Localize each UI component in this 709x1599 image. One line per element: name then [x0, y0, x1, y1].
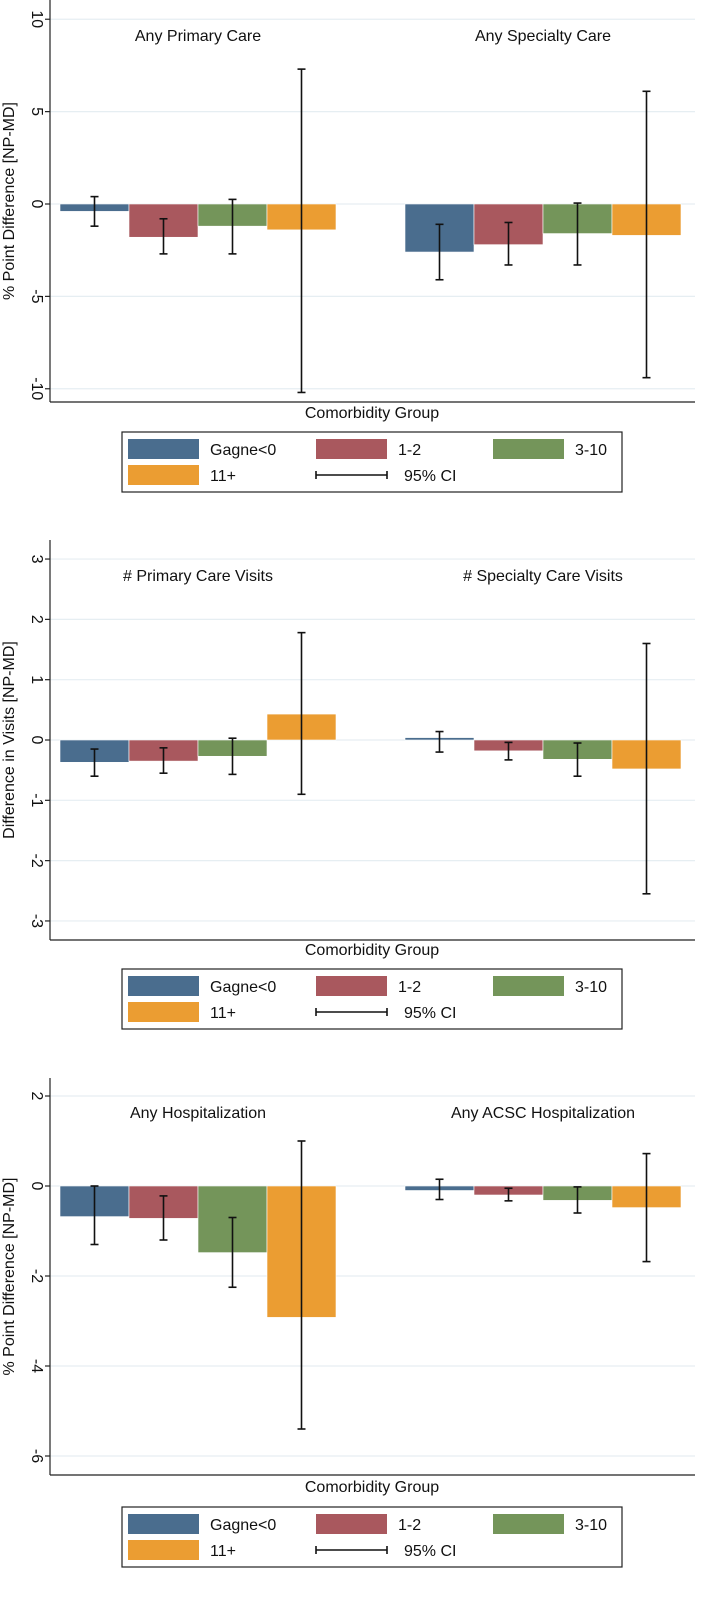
- y-axis-title: % Point Difference [NP-MD]: [1, 1178, 18, 1376]
- legend-label: 3-10: [575, 442, 607, 459]
- y-tick-label: -2: [28, 854, 45, 868]
- legend-label: 1-2: [398, 1517, 421, 1534]
- y-tick-label: -10: [28, 377, 45, 400]
- legend: Gagne<0 1-2 3-10 11+ 95% CI: [121, 968, 623, 1030]
- y-tick-label: 0: [28, 200, 45, 209]
- y-tick-label: -5: [28, 289, 45, 303]
- legend-swatch: [493, 1514, 564, 1534]
- y-tick-label: 1: [28, 675, 45, 684]
- legend-swatch: [316, 1514, 387, 1534]
- legend: Gagne<0 1-2 3-10 11+ 95% CI: [121, 1506, 623, 1568]
- legend-swatch: [128, 976, 199, 996]
- panel-title: # Specialty Care Visits: [463, 568, 623, 585]
- legend-label: 11+: [210, 1543, 236, 1560]
- legend-swatch: [316, 976, 387, 996]
- legend-label: 11+: [210, 1005, 236, 1022]
- y-tick-label: 3: [28, 555, 45, 564]
- legend-label: Gagne<0: [210, 979, 276, 996]
- chart-3: 2 0 -2 -4 -6 % Point Difference [NP-MD] Comorb…: [1, 1078, 695, 1568]
- legend-ci-label: 95% CI: [404, 1005, 456, 1022]
- x-axis-title: Comorbidity Group: [305, 405, 439, 422]
- legend-swatch: [128, 1002, 199, 1022]
- y-tick-label: -3: [28, 914, 45, 928]
- legend-ci-label: 95% CI: [404, 1543, 456, 1560]
- y-tick-label: 2: [28, 1092, 45, 1101]
- panel-title: Any Hospitalization: [130, 1105, 266, 1122]
- y-axis-title: % Point Difference [NP-MD]: [1, 102, 18, 300]
- y-tick-label: 5: [28, 107, 45, 116]
- panel-title: Any Primary Care: [135, 28, 261, 45]
- y-axis-title: Difference in Visits [NP-MD]: [1, 641, 18, 839]
- legend-swatch: [493, 976, 564, 996]
- legend-label: 1-2: [398, 442, 421, 459]
- y-tick-label: 0: [28, 1182, 45, 1191]
- legend-label: 11+: [210, 468, 236, 485]
- legend-label: Gagne<0: [210, 442, 276, 459]
- panel-title: # Primary Care Visits: [123, 568, 273, 585]
- x-axis-title: Comorbidity Group: [305, 1479, 439, 1496]
- y-tick-label: 0: [28, 736, 45, 745]
- chart-2: 3 2 1 0 -1 -2 -3 Difference in Visits [NP-MD] Co…: [1, 540, 695, 1030]
- y-tick-label: 2: [28, 615, 45, 624]
- legend-swatch: [128, 439, 199, 459]
- y-tick-label: -4: [28, 1359, 45, 1373]
- panel-title: Any Specialty Care: [475, 28, 611, 45]
- legend: Gagne<0 1-2 3-10 11+ 95% CI: [121, 431, 623, 493]
- legend-swatch: [493, 439, 564, 459]
- legend-swatch: [128, 1540, 199, 1560]
- x-axis-title: Comorbidity Group: [305, 942, 439, 959]
- panel-title: Any ACSC Hospitalization: [451, 1105, 635, 1122]
- y-tick-label: -1: [28, 793, 45, 807]
- y-tick-label: -2: [28, 1269, 45, 1283]
- legend-label: Gagne<0: [210, 1517, 276, 1534]
- legend-label: 3-10: [575, 979, 607, 996]
- y-tick-label: 10: [28, 10, 45, 28]
- legend-ci-label: 95% CI: [404, 468, 456, 485]
- y-tick-label: -6: [28, 1449, 45, 1463]
- legend-swatch: [128, 465, 199, 485]
- legend-label: 1-2: [398, 979, 421, 996]
- legend-label: 3-10: [575, 1517, 607, 1534]
- legend-swatch: [316, 439, 387, 459]
- legend-swatch: [128, 1514, 199, 1534]
- chart-1: 10 5 0 -5 -10 % Point Difference [NP-MD] Comor…: [1, 0, 695, 493]
